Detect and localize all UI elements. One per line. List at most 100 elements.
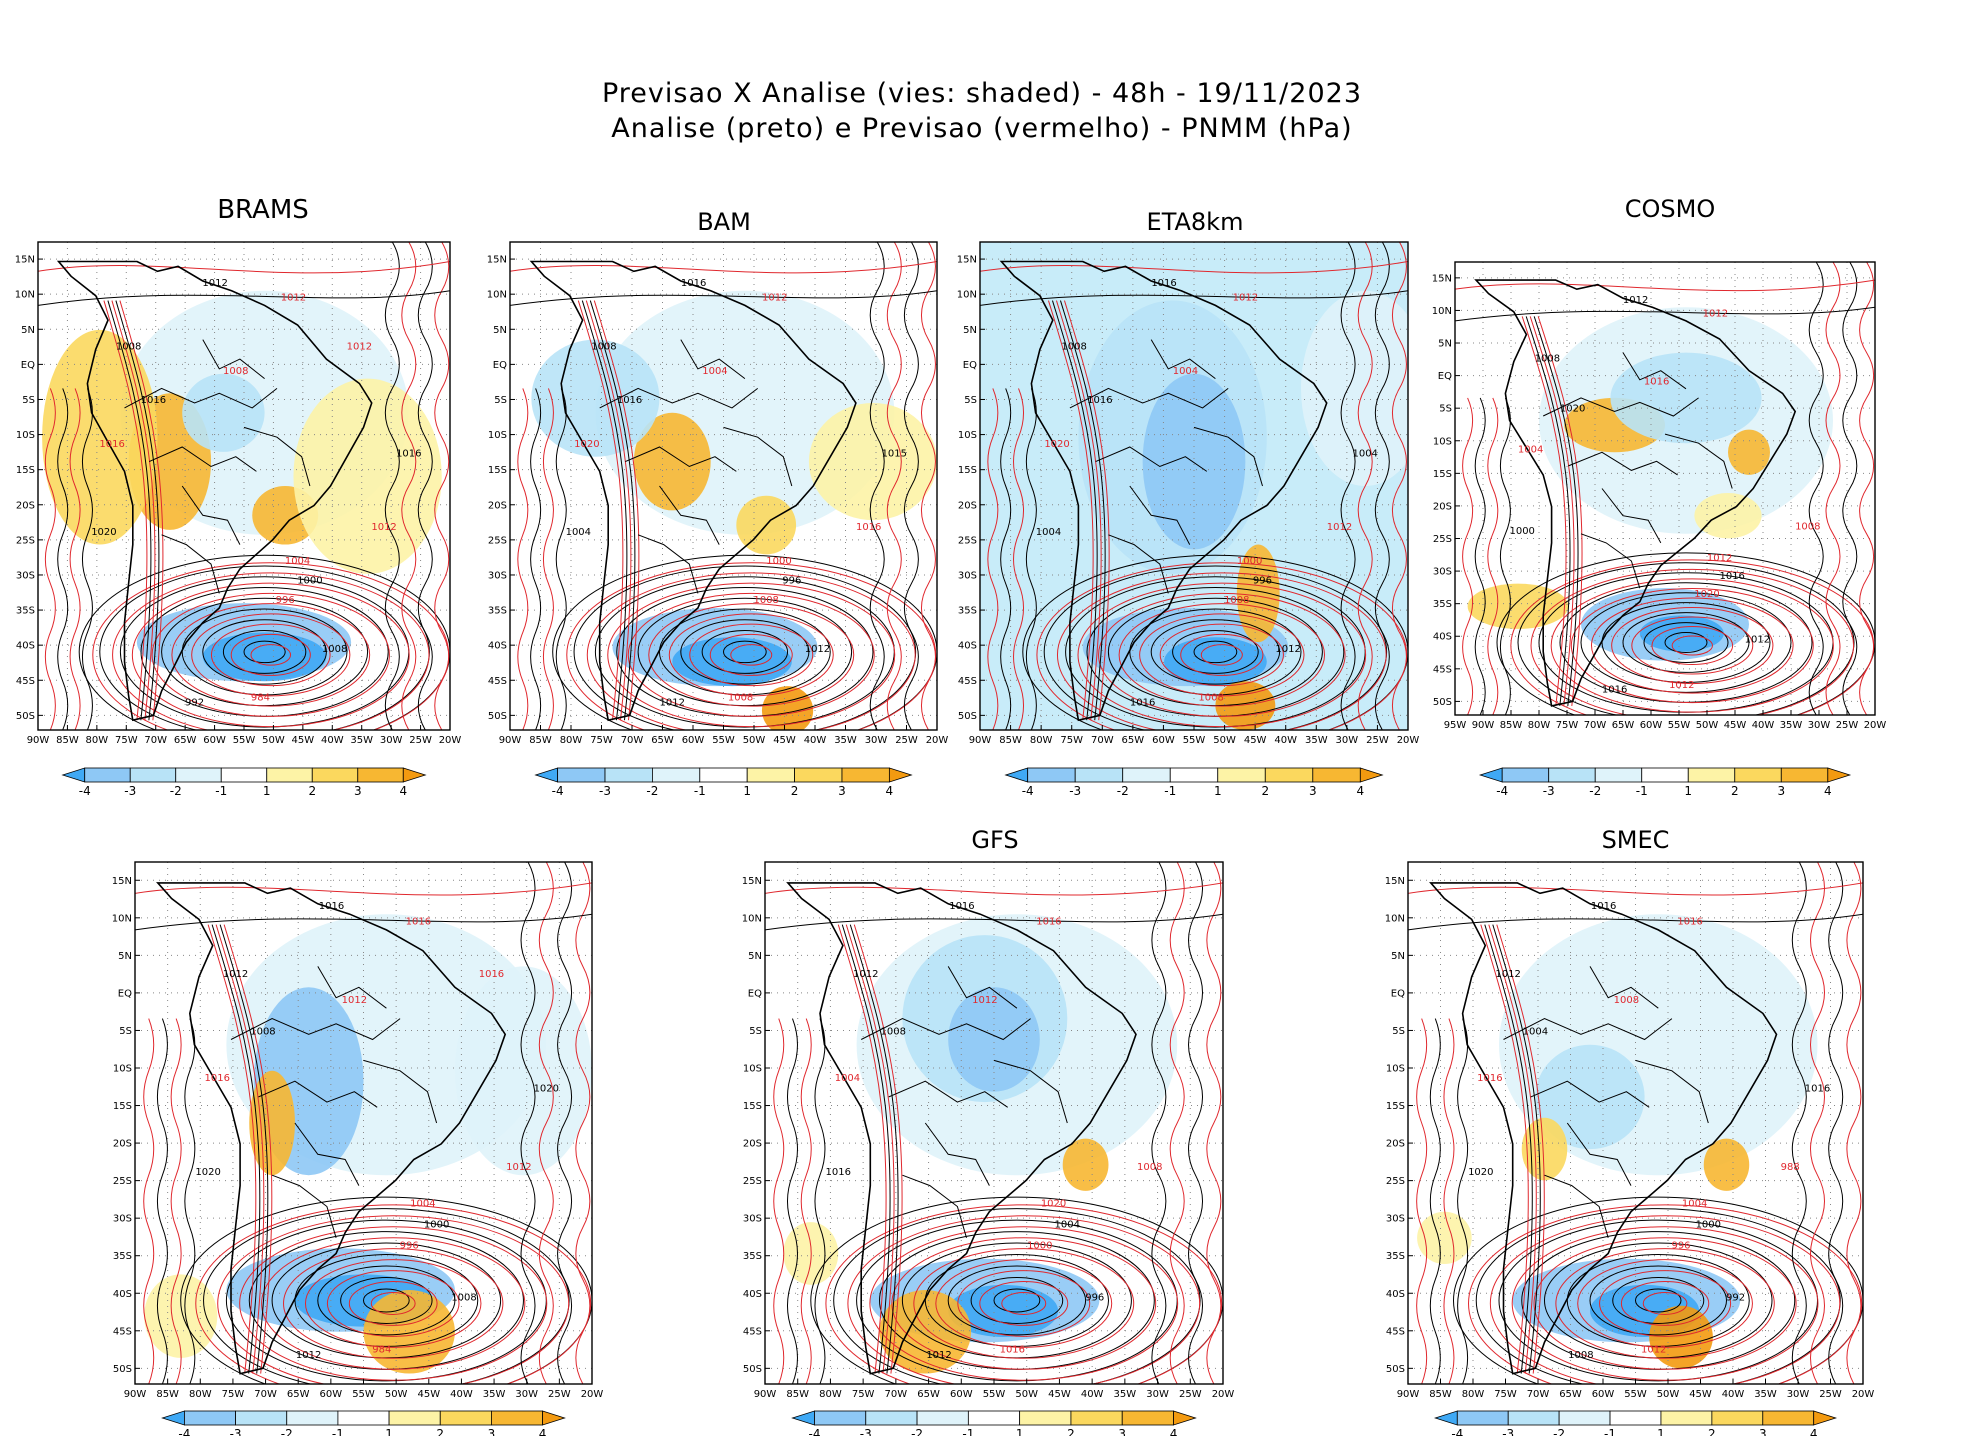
country-border — [659, 485, 720, 545]
forecast-contour — [207, 924, 257, 1374]
forecast-contour — [1118, 603, 1326, 707]
colorbar-arrow-right — [402, 767, 427, 783]
analysis-contour — [581, 300, 628, 721]
bias-shade — [1610, 352, 1762, 444]
panel-title-eta8km: ETA8km — [1146, 208, 1244, 236]
lon-tick-label: 55W — [352, 1389, 375, 1400]
contour-label: 1012 — [223, 969, 248, 980]
forecast-contour — [1496, 924, 1545, 1374]
lon-tick-label: 20W — [581, 1389, 604, 1400]
forecast-contour — [348, 1281, 438, 1326]
country-border — [1664, 433, 1733, 489]
lat-tick-label: 20S — [958, 500, 977, 511]
lon-tick-label: 20W — [1852, 1389, 1875, 1400]
forecast-contour — [1611, 606, 1774, 685]
lat-tick-label: 45S — [16, 676, 35, 687]
forecast-contour — [283, 1248, 504, 1359]
contour-label: 1012 — [1669, 680, 1694, 691]
lon-tick-label: 30W — [1336, 735, 1359, 746]
forecast-contour — [326, 1270, 460, 1337]
lat-tick-label: 15S — [958, 465, 977, 476]
analysis-contour — [1589, 1265, 1727, 1336]
lon-tick-label: 65W — [1612, 720, 1635, 731]
lon-tick-label: 70W — [1091, 735, 1114, 746]
lon-tick-label: 35W — [834, 735, 857, 746]
country-border — [1129, 485, 1191, 545]
forecast-contour — [1056, 300, 1102, 721]
colorbar-tick-label: -2 — [911, 1427, 923, 1436]
forecast-contour — [1064, 300, 1110, 721]
contour-label: 1016 — [406, 917, 431, 928]
contour-label: 996 — [1671, 1240, 1690, 1251]
colorbar-segment — [652, 767, 701, 783]
contour-label: 1012 — [926, 1350, 951, 1361]
lat-tick-label: 30S — [958, 570, 977, 581]
lon-tick-label: 55W — [1668, 720, 1691, 731]
lat-tick-label: 5N — [493, 325, 507, 336]
lon-tick-label: 50W — [262, 735, 285, 746]
colorbar-tick-label: 1 — [385, 1427, 393, 1436]
analysis-contour — [211, 924, 261, 1374]
analysis-contour — [1475, 1208, 1841, 1384]
colorbar-segment — [175, 767, 222, 783]
analysis-contour — [970, 1277, 1064, 1324]
lat-tick-label: 40S — [16, 641, 35, 652]
lon-tick-label: 75W — [852, 1389, 875, 1400]
bias-shade — [948, 987, 1040, 1092]
lat-tick-label: 15S — [16, 465, 35, 476]
forecast-contour — [980, 261, 1408, 274]
map-area: 1016 1012 1008 1004 1016 1020 1004 1000 996 1008 1… — [510, 242, 937, 730]
map-frame — [1454, 261, 1876, 716]
lat-tick-label: 50S — [743, 1364, 762, 1375]
contour-label: 1004 — [566, 527, 591, 538]
lat-tick-label: 10N — [15, 290, 35, 301]
colorbar-tick-label: 3 — [1118, 1427, 1126, 1436]
colorbar-segment — [967, 1410, 1021, 1426]
lat-tick-label: 10S — [958, 430, 977, 441]
country-border — [1635, 1059, 1709, 1124]
lon-tick-label: 70W — [1527, 1389, 1550, 1400]
analysis-contour — [786, 1018, 798, 1384]
analysis-contour — [1025, 388, 1037, 730]
analysis-contour — [869, 242, 885, 730]
forecast-contour — [38, 261, 450, 274]
forecast-contour — [510, 261, 937, 274]
lon-tick-label: 60W — [950, 1389, 973, 1400]
lon-tick-label: 85W — [529, 735, 552, 746]
colorbar-tick-label: 3 — [1777, 784, 1785, 798]
lat-tick-label: 5S — [494, 395, 507, 406]
lon-tick-label: 55W — [983, 1389, 1006, 1400]
colorbar-segment — [220, 767, 268, 783]
colorbar-tick-label: -4 — [178, 1427, 190, 1436]
analysis-contour — [573, 565, 917, 730]
country-border — [1544, 1174, 1609, 1238]
forecast-contour — [800, 1018, 812, 1384]
lon-tick-label: 90W — [27, 735, 50, 746]
forecast-contour — [1533, 1237, 1797, 1370]
contour-label: 1012 — [805, 644, 830, 655]
lat-tick-label: 35S — [958, 606, 977, 617]
colorbar-tick-label: 3 — [354, 784, 362, 798]
contour-label: 1012 — [1641, 1345, 1666, 1356]
bias-shade — [948, 1284, 1059, 1338]
lat-tick-label: 40S — [488, 641, 507, 652]
country-border — [181, 485, 241, 545]
lon-tick-label: 75W — [1060, 735, 1083, 746]
lat-tick-label: 50S — [958, 711, 977, 722]
analysis-contour — [1517, 562, 1855, 715]
contour-label: 1012 — [1495, 969, 1520, 980]
lon-tick-label: 40W — [1752, 720, 1775, 731]
country-border — [294, 1122, 360, 1186]
lat-tick-label: 5S — [964, 395, 977, 406]
contour-label: 1004 — [1518, 444, 1543, 455]
country-border — [625, 446, 737, 472]
colorbar-tick-label: 2 — [308, 784, 316, 798]
analysis-contour — [557, 862, 573, 1384]
colorbar-arrow-left — [1478, 767, 1503, 783]
colorbar-tick-label: 2 — [1708, 1427, 1716, 1436]
bias-shade — [1521, 1117, 1568, 1181]
colorbar-tick-label: -4 — [552, 784, 564, 798]
lon-tick-label: 75W — [1556, 720, 1579, 731]
